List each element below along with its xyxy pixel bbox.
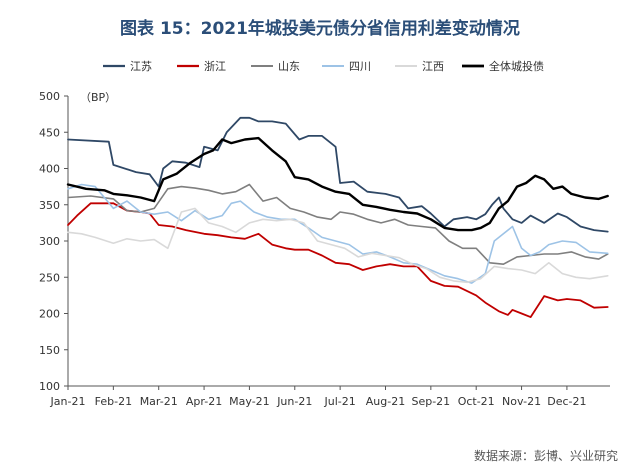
y-tick-label: 450 bbox=[39, 126, 60, 139]
y-tick-label: 350 bbox=[39, 199, 60, 212]
source-note: 数据来源：彭博、兴业研究 bbox=[473, 449, 618, 463]
legend: 江苏 浙江 山东 四川 江西 全体城投债 bbox=[103, 59, 544, 73]
x-tick-label: Jul-21 bbox=[324, 395, 356, 408]
y-tick-label: 300 bbox=[39, 235, 60, 248]
x-tick-label: Mar-21 bbox=[140, 395, 178, 408]
legend-label: 江苏 bbox=[130, 60, 152, 73]
series-line-0 bbox=[67, 116, 609, 233]
series-line-2 bbox=[67, 183, 609, 266]
x-tick-label: Jun-21 bbox=[276, 395, 312, 408]
y-tick-label: 250 bbox=[39, 271, 60, 284]
x-tick-label: Apr-21 bbox=[186, 395, 222, 408]
series-lines bbox=[66, 116, 609, 319]
series-line-1 bbox=[67, 202, 609, 319]
x-tick-label: Dec-21 bbox=[547, 395, 586, 408]
chart-title: 图表 15：2021年城投美元债分省信用利差变动情况 bbox=[120, 19, 520, 39]
legend-label: 全体城投债 bbox=[489, 59, 544, 73]
y-tick-label: 100 bbox=[39, 380, 60, 393]
legend-label: 四川 bbox=[349, 60, 371, 73]
x-tick-label: Oct-21 bbox=[458, 395, 495, 408]
x-tick-label: Nov-21 bbox=[502, 395, 541, 408]
series-line-4 bbox=[67, 207, 609, 284]
legend-label: 山东 bbox=[278, 60, 300, 73]
legend-label: 江西 bbox=[422, 60, 444, 73]
axes: 100 150 200 250 300 350 400 450 500 Jan-21 Feb-21 M… bbox=[39, 90, 610, 408]
x-tick-label: Feb-21 bbox=[95, 395, 132, 408]
x-tick-label: Aug-21 bbox=[366, 395, 405, 408]
series-line-3 bbox=[67, 183, 609, 284]
y-tick-label: 200 bbox=[39, 308, 60, 321]
x-tick-label: Sep-21 bbox=[411, 395, 450, 408]
x-tick-label: Jan-21 bbox=[50, 395, 86, 408]
y-tick-label: 400 bbox=[39, 163, 60, 176]
y-unit-label: （BP） bbox=[80, 91, 116, 104]
legend-label: 浙江 bbox=[204, 60, 226, 73]
x-tick-label: May-21 bbox=[229, 395, 270, 408]
y-tick-label: 500 bbox=[39, 90, 60, 103]
series-line-5 bbox=[66, 136, 609, 232]
y-tick-label: 150 bbox=[39, 344, 60, 357]
